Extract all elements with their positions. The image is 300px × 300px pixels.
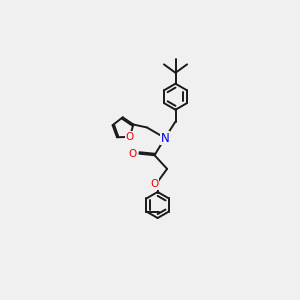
Text: O: O (150, 179, 158, 189)
Text: O: O (126, 132, 134, 142)
Text: O: O (129, 149, 137, 159)
Text: N: N (160, 131, 169, 145)
